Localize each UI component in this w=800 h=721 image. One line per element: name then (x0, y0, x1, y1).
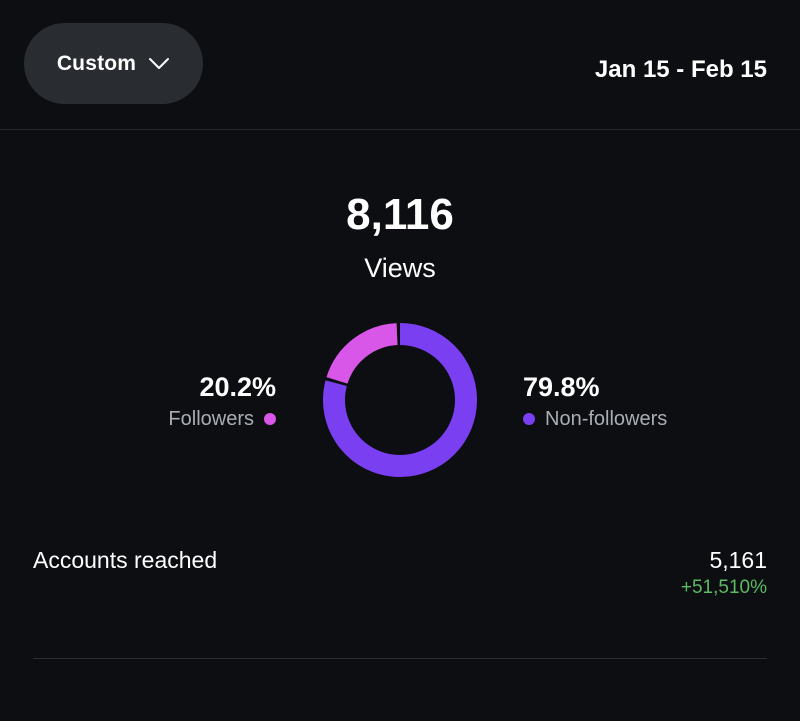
views-count: 8,116 (346, 190, 454, 239)
followers-percentage: 20.2% (199, 372, 276, 402)
chevron-down-icon (149, 57, 170, 69)
non-followers-percentage: 79.8% (523, 372, 600, 402)
followers-legend-dot (264, 413, 276, 425)
non-followers-legend-label: Non-followers (545, 408, 668, 430)
accounts-reached-row[interactable]: Accounts reached 5,161 +51,510% (33, 545, 767, 605)
accounts-reached-value: 5,161 (709, 547, 767, 573)
date-range-dropdown[interactable]: Custom (24, 23, 203, 104)
non-followers-legend-dot (523, 413, 535, 425)
header: Custom Jan 15 - Feb 15 (0, 0, 800, 130)
accounts-reached-change: +51,510% (680, 577, 767, 598)
accounts-reached-label: Accounts reached (33, 547, 218, 573)
divider (33, 658, 767, 659)
non-followers-segment (323, 323, 477, 477)
non-followers-stat: 79.8% Non-followers (523, 370, 667, 432)
non-followers-legend: Non-followers (523, 406, 667, 432)
date-range-text: Jan 15 - Feb 15 (594, 56, 767, 83)
views-donut-chart (323, 323, 477, 477)
followers-segment (323, 323, 477, 477)
date-range-dropdown-label: Custom (56, 51, 137, 75)
followers-stat: 20.2% Followers (168, 370, 276, 432)
views-label: Views (364, 253, 436, 283)
followers-legend: Followers (168, 406, 276, 432)
followers-legend-label: Followers (168, 408, 254, 430)
